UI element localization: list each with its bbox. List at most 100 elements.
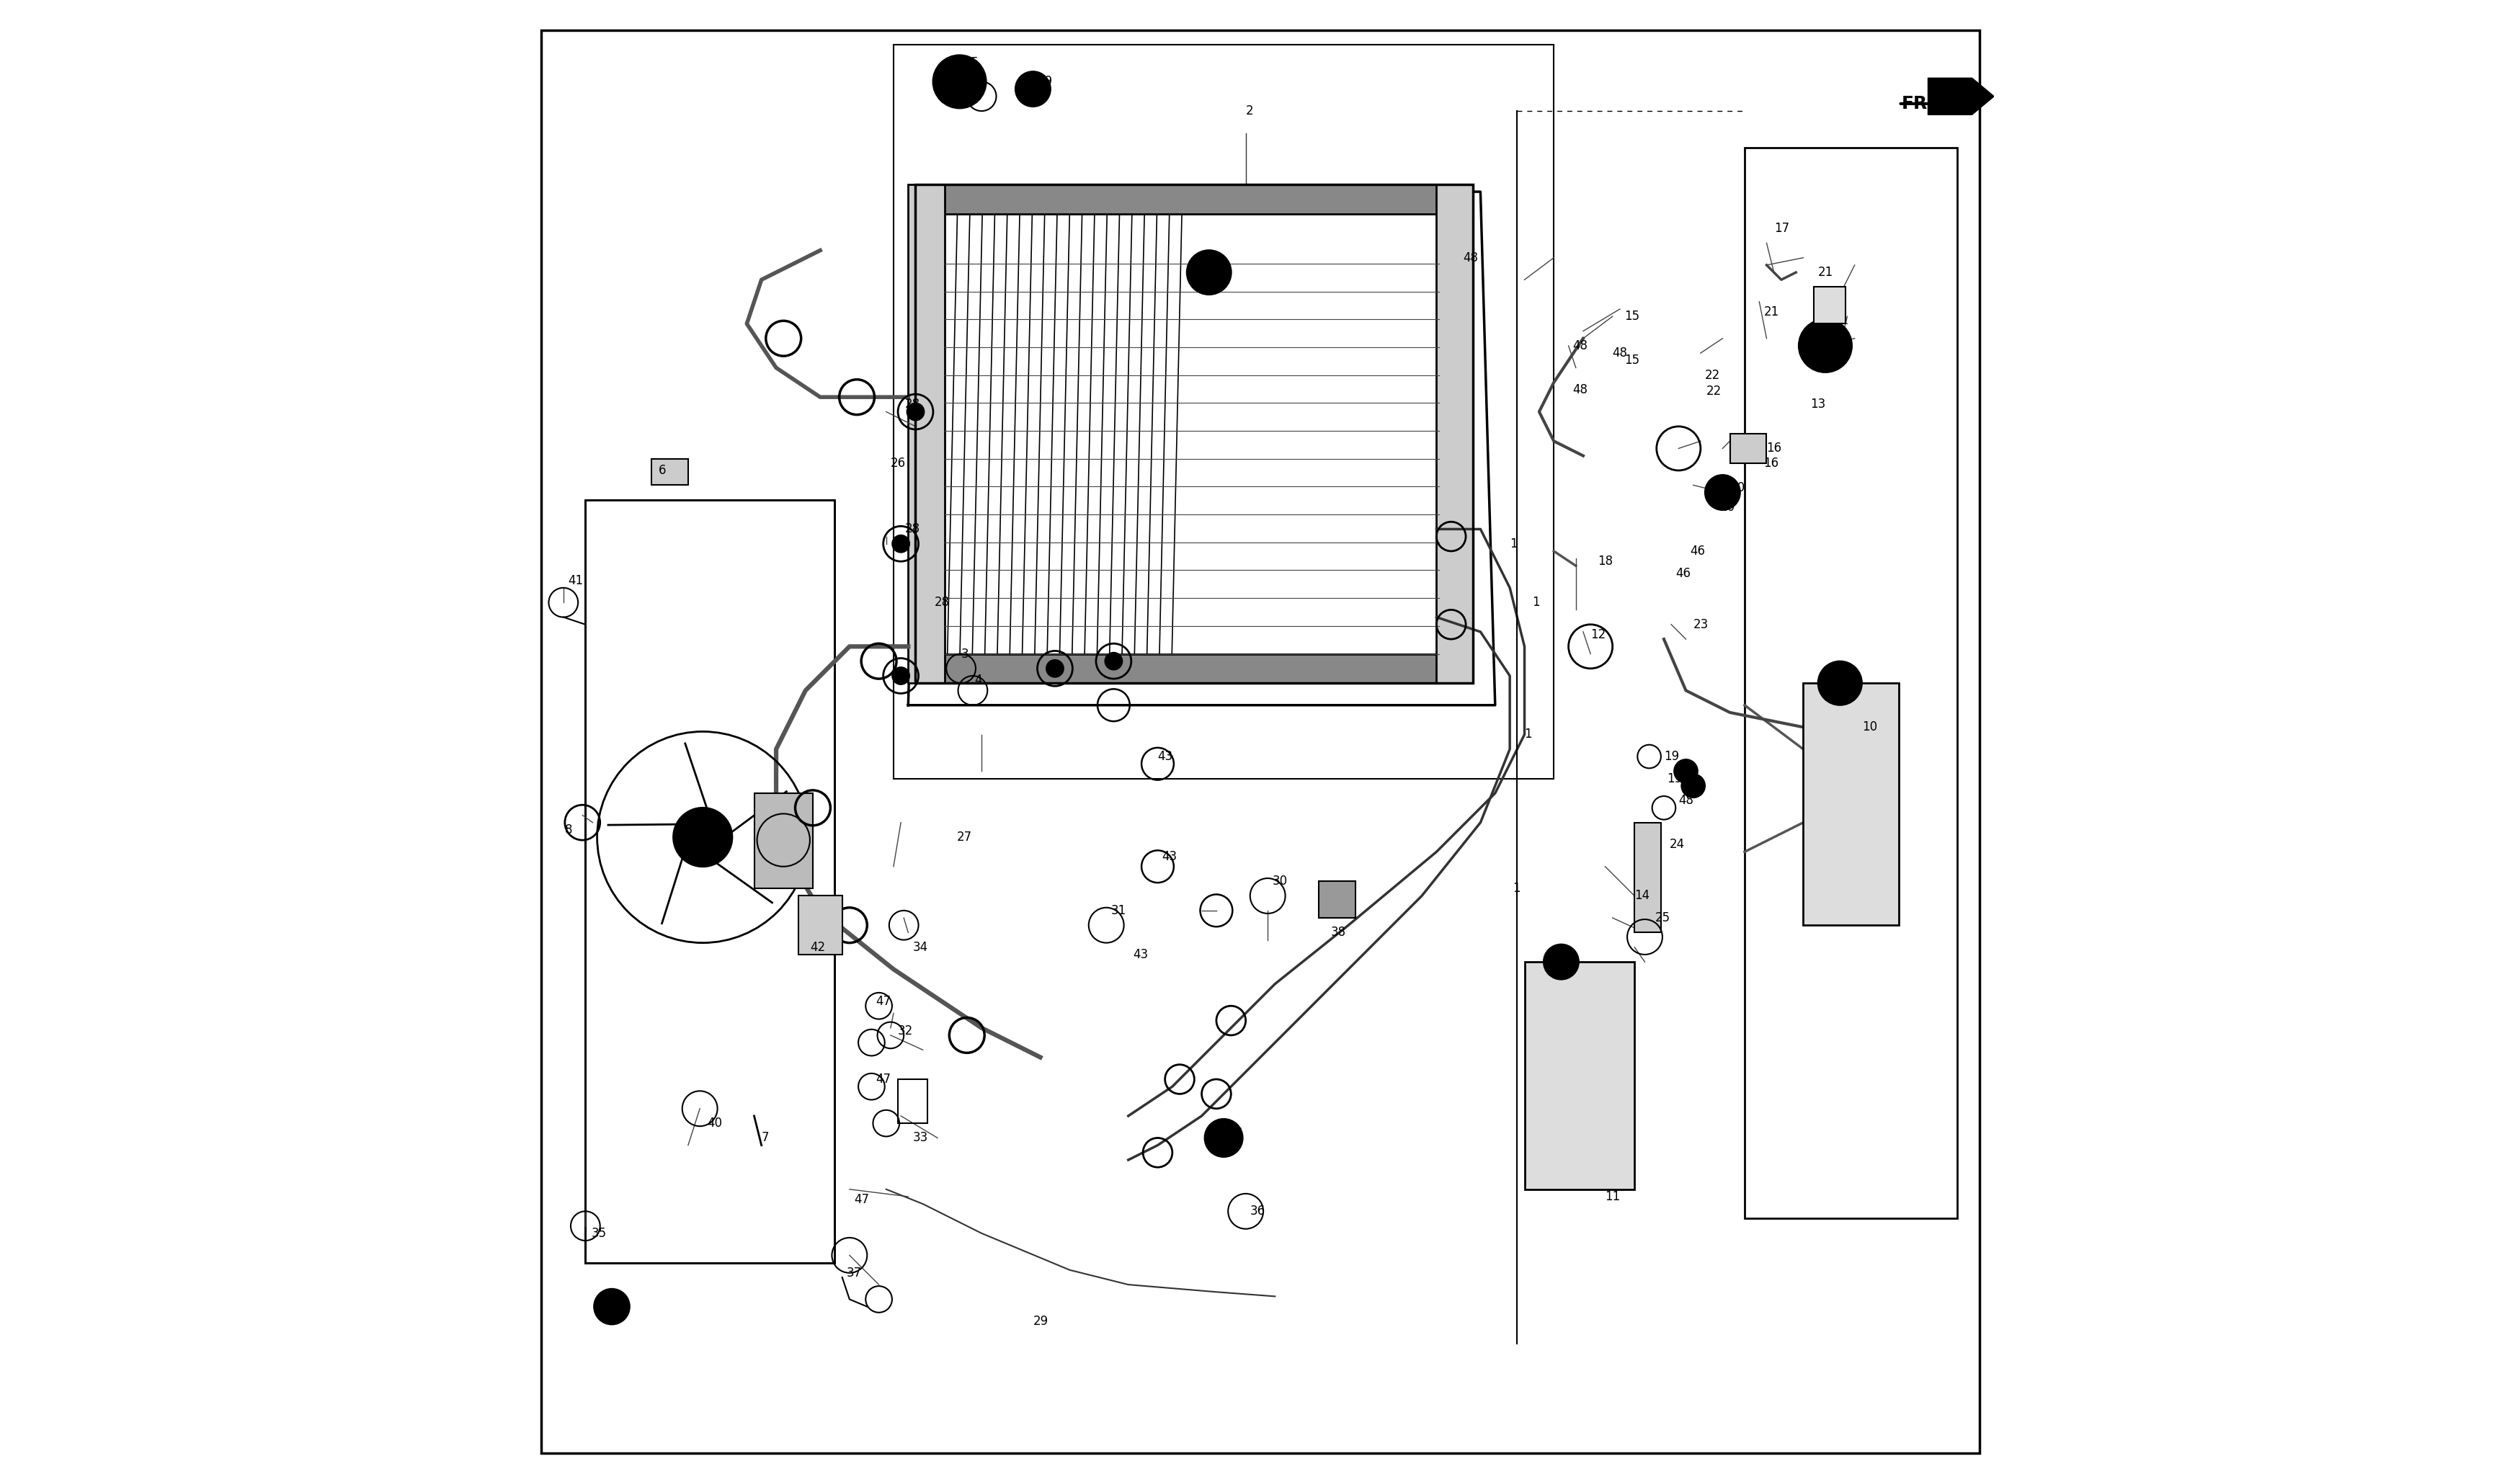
Bar xyxy=(650,458,688,485)
Text: 1: 1 xyxy=(1512,881,1520,895)
Text: 22: 22 xyxy=(1706,385,1721,398)
Text: 34: 34 xyxy=(912,940,927,953)
Text: 43: 43 xyxy=(1157,751,1172,762)
Circle shape xyxy=(595,1288,630,1324)
Text: 21: 21 xyxy=(1764,306,1779,319)
Text: 33: 33 xyxy=(912,1131,927,1144)
Circle shape xyxy=(1542,945,1578,980)
Text: 36: 36 xyxy=(1250,1205,1265,1218)
Bar xyxy=(915,185,1472,683)
Bar xyxy=(915,185,1472,213)
Text: 48: 48 xyxy=(1681,765,1696,777)
Text: 37: 37 xyxy=(847,1266,862,1279)
Text: 15: 15 xyxy=(1623,354,1638,367)
Text: 1: 1 xyxy=(1532,596,1540,610)
Bar xyxy=(1318,881,1356,918)
Circle shape xyxy=(892,535,910,552)
Text: 2: 2 xyxy=(1245,104,1252,118)
Circle shape xyxy=(1817,661,1862,705)
Bar xyxy=(915,654,1472,683)
Text: 31: 31 xyxy=(1111,903,1126,917)
Text: 6: 6 xyxy=(658,464,665,477)
Circle shape xyxy=(1704,474,1739,510)
Text: 14: 14 xyxy=(1633,889,1648,902)
Text: 46: 46 xyxy=(1676,567,1691,580)
Text: 48: 48 xyxy=(1572,383,1588,397)
Text: 44: 44 xyxy=(1227,1127,1242,1140)
Text: 29: 29 xyxy=(1033,1315,1048,1328)
Text: 48: 48 xyxy=(1678,795,1693,806)
Bar xyxy=(1525,962,1633,1190)
Text: 16: 16 xyxy=(1764,457,1779,470)
Bar xyxy=(1744,148,1958,1219)
Text: 12: 12 xyxy=(1590,629,1605,642)
Text: 32: 32 xyxy=(897,1024,912,1037)
Text: 48: 48 xyxy=(1462,251,1477,264)
Text: 43: 43 xyxy=(1162,849,1177,862)
Text: 24: 24 xyxy=(1668,837,1683,851)
Text: 13: 13 xyxy=(1809,398,1824,411)
Text: 13: 13 xyxy=(1809,347,1824,360)
Text: 47: 47 xyxy=(854,1193,869,1206)
Text: 20: 20 xyxy=(1729,482,1744,495)
Circle shape xyxy=(907,403,925,420)
Text: 17: 17 xyxy=(1774,222,1789,235)
Text: 9: 9 xyxy=(1217,266,1225,279)
Text: 5: 5 xyxy=(612,1307,620,1321)
Bar xyxy=(1436,185,1472,683)
Circle shape xyxy=(1187,250,1230,294)
Bar xyxy=(1729,433,1767,463)
Text: 41: 41 xyxy=(567,574,582,588)
Bar xyxy=(1633,823,1661,933)
Circle shape xyxy=(1104,652,1121,670)
Text: 22: 22 xyxy=(1704,369,1719,382)
Circle shape xyxy=(1673,759,1696,783)
Text: 48: 48 xyxy=(1613,347,1628,360)
Text: 39: 39 xyxy=(1038,75,1053,88)
Text: 45: 45 xyxy=(963,56,978,69)
Text: 25: 25 xyxy=(1656,911,1671,924)
Text: 11: 11 xyxy=(1605,1190,1620,1203)
Text: 26: 26 xyxy=(890,457,905,470)
Text: 1: 1 xyxy=(1525,729,1532,740)
Text: 47: 47 xyxy=(874,995,890,1008)
Text: FR.: FR. xyxy=(1900,95,1935,112)
Circle shape xyxy=(1016,72,1051,107)
Text: 20: 20 xyxy=(1719,501,1734,514)
Text: 15: 15 xyxy=(1623,310,1638,323)
Text: 19: 19 xyxy=(1663,751,1678,762)
Text: 42: 42 xyxy=(809,940,824,953)
Text: 23: 23 xyxy=(1693,618,1709,632)
Bar xyxy=(1812,286,1845,323)
Circle shape xyxy=(673,808,731,867)
Text: 43: 43 xyxy=(1131,948,1147,961)
Circle shape xyxy=(690,826,713,849)
Text: 3: 3 xyxy=(960,648,968,660)
Bar xyxy=(585,499,834,1263)
FancyArrow shape xyxy=(1928,78,1993,115)
Text: 46: 46 xyxy=(1691,545,1706,558)
Bar xyxy=(897,1080,927,1124)
Text: 28: 28 xyxy=(935,596,950,610)
Text: 47: 47 xyxy=(874,1072,890,1086)
Text: 21: 21 xyxy=(1817,266,1832,279)
Text: 8: 8 xyxy=(564,823,572,836)
Circle shape xyxy=(1799,319,1852,372)
Circle shape xyxy=(1046,660,1063,677)
Bar xyxy=(799,896,842,955)
Text: 16: 16 xyxy=(1767,442,1782,455)
Text: 4: 4 xyxy=(973,674,980,686)
Text: 30: 30 xyxy=(1273,874,1288,887)
Text: 28: 28 xyxy=(905,523,920,536)
Bar xyxy=(753,793,811,889)
Bar xyxy=(1802,683,1898,925)
Text: 40: 40 xyxy=(708,1116,723,1130)
Text: 19: 19 xyxy=(1666,773,1681,784)
Text: 28: 28 xyxy=(905,398,920,411)
Circle shape xyxy=(1205,1119,1242,1158)
Text: 35: 35 xyxy=(592,1227,607,1240)
Text: 38: 38 xyxy=(1331,925,1346,939)
Circle shape xyxy=(892,667,910,685)
Text: 27: 27 xyxy=(958,830,973,843)
Bar xyxy=(892,46,1552,779)
